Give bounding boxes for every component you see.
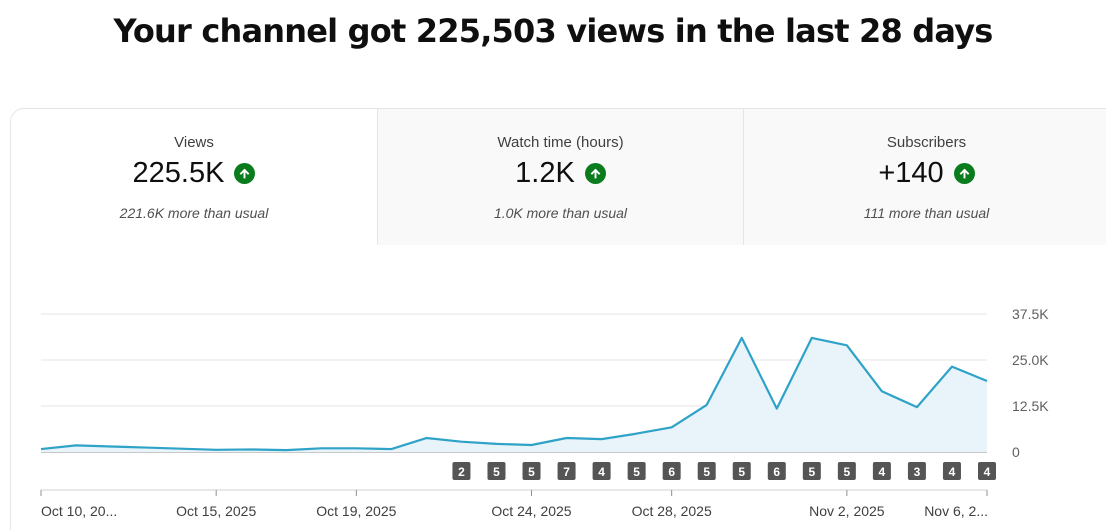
x-tick-label: Nov 6, 2... bbox=[924, 503, 988, 519]
upload-marker-label: 2 bbox=[458, 465, 465, 479]
upload-marker bbox=[732, 462, 751, 480]
upload-marker bbox=[522, 462, 541, 480]
tab-value: 1.2K bbox=[515, 157, 575, 189]
tab-value-row: +140 bbox=[744, 157, 1106, 190]
metric-tabs: Views 225.5K 221.6K more than usual Watc… bbox=[11, 109, 1106, 245]
tab-label: Watch time (hours) bbox=[497, 134, 624, 151]
tab-value: +140 bbox=[878, 157, 944, 189]
x-tick-label: Oct 28, 2025 bbox=[632, 503, 712, 519]
upload-marker-label: 5 bbox=[493, 465, 500, 479]
upload-marker-label: 3 bbox=[914, 465, 921, 479]
tab-note: 111 more than usual bbox=[863, 205, 990, 221]
upload-marker bbox=[907, 462, 926, 480]
arrow-up-icon bbox=[953, 163, 975, 184]
upload-marker-label: 5 bbox=[808, 465, 815, 479]
upload-marker-label: 6 bbox=[668, 465, 675, 479]
upload-marker bbox=[802, 462, 821, 480]
upload-marker-label: 5 bbox=[528, 465, 535, 479]
tab-watch-time[interactable]: Watch time (hours) 1.2K 1.0K more than u… bbox=[377, 109, 743, 245]
views-line bbox=[40, 336, 988, 452]
upload-marker bbox=[697, 462, 716, 480]
upload-marker-label: 4 bbox=[879, 465, 886, 479]
upload-marker-label: 5 bbox=[703, 465, 710, 479]
upload-marker bbox=[557, 462, 576, 480]
upload-marker bbox=[627, 462, 646, 480]
y-tick-label: 25.0K bbox=[1012, 352, 1049, 368]
upload-marker-label: 5 bbox=[633, 465, 640, 479]
y-tick-label: 12.5K bbox=[1012, 398, 1049, 414]
y-tick-label: 0 bbox=[1012, 444, 1020, 460]
upload-marker bbox=[487, 462, 506, 480]
tab-value: 225.5K bbox=[132, 157, 225, 189]
upload-marker bbox=[978, 462, 996, 480]
x-tick-label: Oct 24, 2025 bbox=[491, 503, 571, 519]
tab-label: Views bbox=[174, 134, 214, 151]
arrow-up-icon bbox=[234, 163, 256, 184]
tab-note: 221.6K more than usual bbox=[119, 205, 269, 221]
tab-subscribers[interactable]: Subscribers +140 111 more than usual bbox=[743, 109, 1106, 245]
upload-marker-label: 4 bbox=[598, 465, 605, 479]
x-tick-label: Nov 2, 2025 bbox=[809, 503, 885, 519]
upload-marker bbox=[872, 462, 891, 480]
upload-marker-label: 5 bbox=[738, 465, 745, 479]
upload-marker bbox=[837, 462, 856, 480]
upload-marker-label: 6 bbox=[773, 465, 780, 479]
upload-marker bbox=[592, 462, 611, 480]
arrow-up-icon bbox=[584, 163, 606, 184]
tab-value-row: 225.5K bbox=[11, 157, 377, 190]
views-area bbox=[41, 337, 987, 452]
x-tick-label: Oct 15, 2025 bbox=[176, 503, 256, 519]
upload-marker bbox=[767, 462, 786, 480]
upload-marker-label: 5 bbox=[844, 465, 851, 479]
upload-marker-label: 4 bbox=[984, 465, 991, 479]
upload-marker bbox=[662, 462, 681, 480]
tab-note: 1.0K more than usual bbox=[493, 205, 628, 221]
tab-label: Subscribers bbox=[886, 134, 967, 151]
tab-value-row: 1.2K bbox=[378, 157, 743, 190]
upload-marker bbox=[942, 462, 961, 480]
upload-marker bbox=[452, 462, 471, 480]
tab-views[interactable]: Views 225.5K 221.6K more than usual bbox=[11, 109, 377, 245]
x-tick-label: Oct 19, 2025 bbox=[316, 503, 396, 519]
upload-marker-label: 7 bbox=[563, 465, 570, 479]
upload-marker-label: 4 bbox=[949, 465, 956, 479]
x-tick-label: Oct 10, 20... bbox=[41, 503, 117, 519]
page-headline: Your channel got 225,503 views in the la… bbox=[113, 12, 993, 50]
y-tick-label: 37.5K bbox=[1012, 306, 1049, 322]
analytics-card: Views 225.5K 221.6K more than usual Watc… bbox=[10, 108, 1106, 530]
